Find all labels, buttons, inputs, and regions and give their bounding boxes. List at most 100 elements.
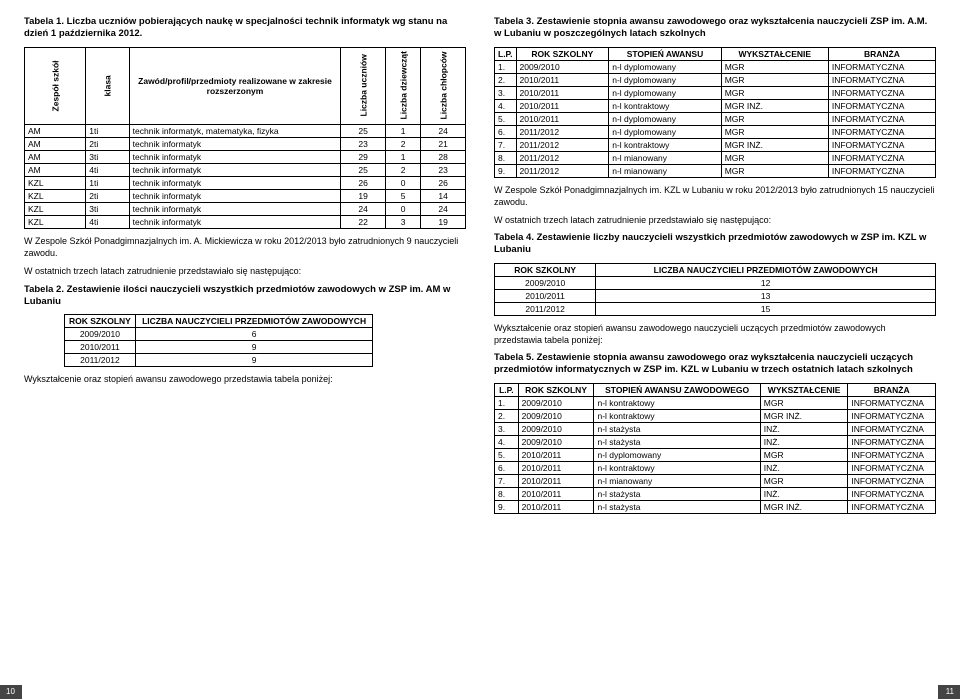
right-para6: Wykształcenie oraz stopień awansu zawodo… bbox=[494, 322, 936, 346]
tbl3-h4: BRANŻA bbox=[828, 47, 935, 60]
table-cell: n-l mianowany bbox=[609, 151, 721, 164]
table-row: 7.2010/2011n-l mianowanyMGRINFORMATYCZNA bbox=[495, 474, 936, 487]
table-cell: INŻ. bbox=[760, 461, 848, 474]
table-cell: 13 bbox=[596, 289, 936, 302]
left-page: Tabela 1. Liczba uczniów pobierających n… bbox=[24, 12, 466, 514]
table2: ROK SZKOLNY LICZBA NAUCZYCIELI PRZEDMIOT… bbox=[64, 314, 373, 367]
table-cell: n-l dyplomowany bbox=[609, 60, 721, 73]
table-cell: n-l dyplomowany bbox=[594, 448, 760, 461]
table-row: AM3titechnik informatyk29128 bbox=[25, 151, 466, 164]
table-cell: n-l stażysta bbox=[594, 500, 760, 513]
tbl3-h1: ROK SZKOLNY bbox=[516, 47, 609, 60]
table-cell: 12 bbox=[596, 276, 936, 289]
table-cell: n-l kontraktowy bbox=[594, 396, 760, 409]
table-cell: 6. bbox=[495, 461, 519, 474]
table-cell: INFORMATYCZNA bbox=[848, 422, 936, 435]
table-cell: 2009/2010 bbox=[518, 409, 594, 422]
table-cell: 2010/2011 bbox=[518, 474, 594, 487]
tbl4-h0: ROK SZKOLNY bbox=[495, 263, 596, 276]
table-cell: 2011/2012 bbox=[516, 125, 609, 138]
table-cell: 2010/2011 bbox=[516, 112, 609, 125]
table-row: 2011/20129 bbox=[65, 354, 373, 367]
table-cell: AM bbox=[25, 125, 86, 138]
table-row: 6.2011/2012n-l dyplomowanyMGRINFORMATYCZ… bbox=[495, 125, 936, 138]
table-cell: 2 bbox=[386, 138, 421, 151]
table-cell: 3 bbox=[386, 216, 421, 229]
table-row: 2.2010/2011n-l dyplomowanyMGRINFORMATYCZ… bbox=[495, 73, 936, 86]
left-para1: W Zespole Szkół Ponadgimnazjalnych im. A… bbox=[24, 235, 466, 259]
table-cell: INFORMATYCZNA bbox=[828, 112, 935, 125]
table-cell: n-l mianowany bbox=[594, 474, 760, 487]
table-cell: 2. bbox=[495, 409, 519, 422]
table-cell: INFORMATYCZNA bbox=[848, 396, 936, 409]
tbl3-h2: STOPIEŃ AWANSU bbox=[609, 47, 721, 60]
table-cell: 23 bbox=[341, 138, 386, 151]
table-cell: AM bbox=[25, 164, 86, 177]
table-cell: 2010/2011 bbox=[518, 461, 594, 474]
table-cell: INŻ. bbox=[760, 422, 848, 435]
table-cell: 1 bbox=[386, 125, 421, 138]
table-cell: 3. bbox=[495, 422, 519, 435]
right-para4: W Zespole Szkół Ponadgimnazjalnych im. K… bbox=[494, 184, 936, 208]
table-cell: 8. bbox=[495, 151, 517, 164]
table-row: 4.2010/2011n-l kontraktowyMGR INŻ.INFORM… bbox=[495, 99, 936, 112]
table-row: KZL1titechnik informatyk26026 bbox=[25, 177, 466, 190]
table-cell: 2010/2011 bbox=[516, 73, 609, 86]
table-cell: 1. bbox=[495, 396, 519, 409]
table-cell: INFORMATYCZNA bbox=[828, 60, 935, 73]
right-page: Tabela 3. Zestawienie stopnia awansu zaw… bbox=[494, 12, 936, 514]
table-cell: 9 bbox=[135, 341, 373, 354]
table-cell: 1ti bbox=[86, 177, 129, 190]
table-row: 4.2009/2010n-l stażystaINŻ.INFORMATYCZNA bbox=[495, 435, 936, 448]
table-cell: INFORMATYCZNA bbox=[848, 487, 936, 500]
table5: L.P. ROK SZKOLNY STOPIEŃ AWANSU ZAWODOWE… bbox=[494, 383, 936, 514]
table-cell: 2010/2011 bbox=[518, 500, 594, 513]
tbl1-h0: Zespół szkół bbox=[25, 47, 86, 125]
table-cell: 2. bbox=[495, 73, 517, 86]
table-row: 1.2009/2010n-l dyplomowanyMGRINFORMATYCZ… bbox=[495, 60, 936, 73]
table-cell: technik informatyk bbox=[129, 216, 341, 229]
table-cell: MGR bbox=[721, 151, 828, 164]
tbl5-h3: WYKSZTAŁCENIE bbox=[760, 383, 848, 396]
left-para3: Wykształcenie oraz stopień awansu zawodo… bbox=[24, 373, 466, 385]
table-cell: 5 bbox=[386, 190, 421, 203]
table-cell: 1ti bbox=[86, 125, 129, 138]
table-cell: MGR bbox=[721, 86, 828, 99]
left-para2: W ostatnich trzech latach zatrudnienie p… bbox=[24, 265, 466, 277]
table-cell: 0 bbox=[386, 203, 421, 216]
table-cell: 2010/2011 bbox=[516, 86, 609, 99]
table-cell: 3ti bbox=[86, 151, 129, 164]
table-cell: AM bbox=[25, 138, 86, 151]
table-cell: INFORMATYCZNA bbox=[828, 73, 935, 86]
table-row: KZL3titechnik informatyk24024 bbox=[25, 203, 466, 216]
table-cell: 2009/2010 bbox=[518, 435, 594, 448]
table-cell: INFORMATYCZNA bbox=[848, 448, 936, 461]
table-cell: 3ti bbox=[86, 203, 129, 216]
table-row: AM4titechnik informatyk25223 bbox=[25, 164, 466, 177]
table-cell: technik informatyk bbox=[129, 164, 341, 177]
table-cell: n-l kontraktowy bbox=[609, 99, 721, 112]
table-cell: INFORMATYCZNA bbox=[828, 125, 935, 138]
table-cell: MGR bbox=[760, 474, 848, 487]
tbl4-h1: LICZBA NAUCZYCIELI PRZEDMIOTÓW ZAWODOWYC… bbox=[596, 263, 936, 276]
table-cell: INFORMATYCZNA bbox=[848, 500, 936, 513]
table-row: 2010/20119 bbox=[65, 341, 373, 354]
tbl5-h1: ROK SZKOLNY bbox=[518, 383, 594, 396]
table-cell: 1. bbox=[495, 60, 517, 73]
table-cell: 4ti bbox=[86, 216, 129, 229]
table-cell: MGR INŻ. bbox=[760, 500, 848, 513]
table1: Zespół szkół klasa Zawód/profil/przedmio… bbox=[24, 47, 466, 230]
table-cell: 2011/2012 bbox=[516, 164, 609, 177]
table-cell: INŻ. bbox=[760, 487, 848, 500]
tbl5-h4: BRANŻA bbox=[848, 383, 936, 396]
table-row: 2009/20106 bbox=[65, 328, 373, 341]
table-cell: 22 bbox=[341, 216, 386, 229]
table-row: 9.2011/2012n-l mianowanyMGRINFORMATYCZNA bbox=[495, 164, 936, 177]
table-cell: n-l stażysta bbox=[594, 435, 760, 448]
table-cell: 2011/2012 bbox=[65, 354, 136, 367]
tbl1-h2: Zawód/profil/przedmioty realizowane w za… bbox=[129, 47, 341, 125]
table-cell: MGR bbox=[760, 396, 848, 409]
table-row: 3.2010/2011n-l dyplomowanyMGRINFORMATYCZ… bbox=[495, 86, 936, 99]
table-cell: 2ti bbox=[86, 190, 129, 203]
table-row: 5.2010/2011n-l dyplomowanyMGRINFORMATYCZ… bbox=[495, 448, 936, 461]
